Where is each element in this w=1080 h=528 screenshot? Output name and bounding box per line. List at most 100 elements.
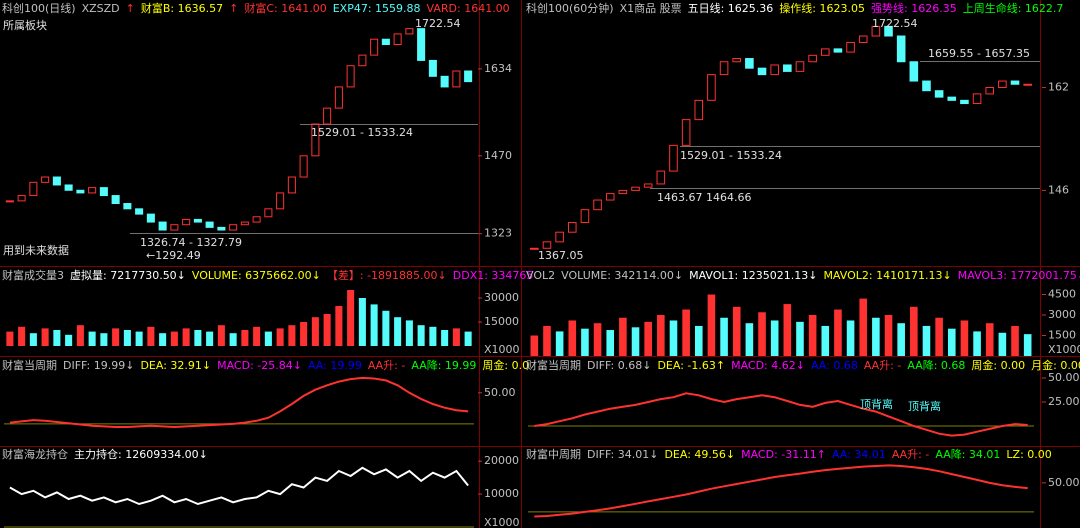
volume-bar bbox=[796, 321, 804, 356]
candle bbox=[358, 54, 367, 67]
candle bbox=[871, 25, 881, 37]
annotation: 所属板块 bbox=[3, 18, 47, 32]
candle bbox=[884, 25, 893, 37]
candle bbox=[205, 221, 214, 228]
indicator-line bbox=[534, 392, 1028, 437]
volume-bar bbox=[985, 323, 994, 356]
candle bbox=[76, 189, 85, 194]
header-item: AA: 34.01 bbox=[832, 448, 886, 461]
candle bbox=[299, 155, 308, 178]
candle bbox=[135, 208, 144, 215]
volume-bar bbox=[264, 331, 272, 346]
header-item: AA升: - bbox=[368, 359, 406, 372]
volume-bar bbox=[405, 320, 413, 346]
candle bbox=[530, 247, 539, 250]
candle bbox=[656, 170, 666, 185]
candle bbox=[1023, 83, 1032, 86]
header-item: 上周生命线: 1622.7 bbox=[963, 1, 1064, 15]
y-tick-label: 1323 bbox=[484, 227, 512, 240]
volume-bar bbox=[323, 314, 331, 346]
candle bbox=[146, 213, 155, 223]
volume-bar bbox=[669, 320, 678, 356]
volume-bar bbox=[241, 330, 249, 346]
header-item: AA降: 19.99 bbox=[411, 358, 476, 372]
header-item: ↑ bbox=[229, 2, 238, 15]
reference-lines bbox=[130, 61, 1040, 234]
volume-bar bbox=[593, 323, 602, 356]
axis-unit: X1000 bbox=[1048, 343, 1080, 356]
volume-bar bbox=[170, 331, 178, 346]
volume-bar bbox=[217, 325, 225, 346]
candle bbox=[580, 209, 590, 224]
header-item: 财富当周期 bbox=[2, 358, 57, 372]
volume-bar bbox=[973, 331, 981, 356]
volume-bar bbox=[910, 306, 918, 356]
volume-bar bbox=[1011, 325, 1019, 356]
candle bbox=[440, 75, 449, 88]
candle bbox=[41, 176, 50, 183]
header-item: AA降: 0.68 bbox=[907, 358, 965, 372]
candle bbox=[88, 187, 97, 194]
header-item: X1商品 股票 bbox=[620, 1, 682, 15]
volume-bar bbox=[288, 325, 296, 346]
candle bbox=[287, 176, 296, 194]
candle bbox=[643, 183, 653, 188]
candle bbox=[858, 35, 868, 43]
volume-bar bbox=[441, 330, 449, 346]
volume-bar bbox=[358, 298, 366, 346]
volume-bar bbox=[922, 325, 931, 356]
candle bbox=[896, 35, 906, 63]
header-item: DEA: 32.91↓ bbox=[140, 359, 211, 372]
header-item: VOLUME: 342114.00↓ bbox=[561, 269, 683, 282]
y-tick-label: 50.00 bbox=[484, 386, 516, 399]
volume-bar bbox=[846, 320, 855, 356]
header-item: DEA: 49.56↓ bbox=[664, 448, 735, 461]
header-item: LZ: 0.00 bbox=[1006, 448, 1051, 461]
header-item: DIFF: 34.01↓ bbox=[587, 448, 658, 461]
header-item: VOLUME: 6375662.00↓ bbox=[192, 269, 321, 282]
header-item: DIFF: 0.68↓ bbox=[587, 359, 651, 372]
header-item: XZSZD bbox=[82, 2, 120, 15]
header-item: 财富当周期 bbox=[526, 358, 581, 372]
candle bbox=[264, 208, 273, 218]
header-item: 财富C: 1641.00 bbox=[244, 1, 326, 15]
candle bbox=[820, 48, 830, 56]
volume-bar bbox=[335, 306, 343, 346]
header-item: 月金: 0.00 bbox=[1031, 358, 1080, 372]
header-item: 财富成交量3 bbox=[2, 268, 64, 282]
volume-bar bbox=[452, 328, 460, 346]
candle bbox=[567, 222, 577, 233]
candle bbox=[52, 176, 61, 186]
header-item: EXP47: 1559.88 bbox=[333, 2, 421, 15]
volume-bar bbox=[897, 323, 905, 356]
header-item: MACD: 4.62↓ bbox=[731, 359, 805, 372]
header-item: MAVOL3: 1772001.75↓ bbox=[958, 269, 1080, 282]
volume-bar bbox=[65, 334, 73, 346]
candle bbox=[669, 144, 678, 172]
header-item: VOL2 bbox=[526, 269, 555, 282]
candle bbox=[783, 64, 792, 72]
candle bbox=[29, 181, 38, 197]
header-item: 财富海龙持仓 bbox=[2, 447, 68, 461]
candle bbox=[998, 80, 1007, 88]
volume-bar bbox=[770, 320, 779, 356]
volume-bar bbox=[382, 310, 390, 346]
volume-bar bbox=[311, 317, 319, 346]
volume-bar bbox=[417, 325, 425, 346]
volume-bar bbox=[694, 325, 703, 356]
header-item: VARD: 1641.00 bbox=[427, 2, 510, 15]
y-tick-label: 4500 bbox=[1048, 288, 1076, 301]
annotation: 1529.01 - 1533.24 bbox=[680, 149, 782, 162]
header-item: ↑ bbox=[126, 2, 135, 15]
volume-bar bbox=[147, 326, 155, 346]
candle bbox=[694, 99, 704, 121]
header-item: 财富B: 1636.57 bbox=[141, 1, 223, 15]
volume-bar bbox=[783, 304, 792, 356]
annotation: 1722.54 bbox=[872, 17, 918, 30]
header-item: 财富中周期 bbox=[526, 447, 581, 461]
y-tick-label: 1470 bbox=[484, 149, 512, 162]
candle bbox=[99, 187, 108, 197]
